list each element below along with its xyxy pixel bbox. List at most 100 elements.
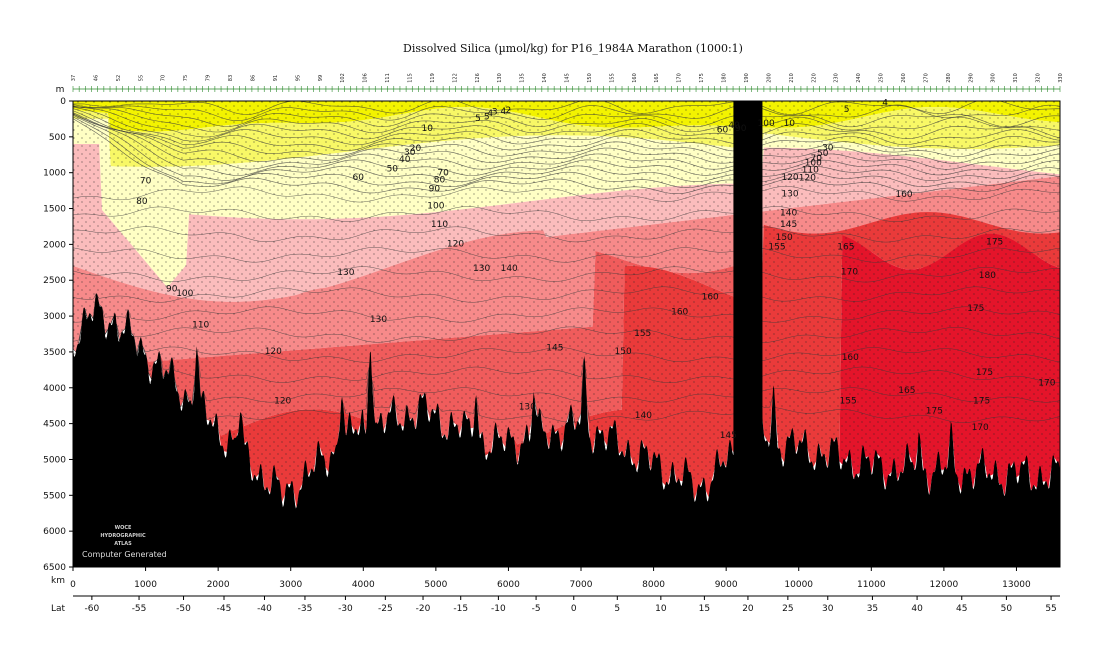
latitude-tick-label-4: -40 <box>257 604 272 614</box>
depth-tick-label-12: 6000 <box>43 527 66 537</box>
contour-label-64: 170 <box>972 423 989 433</box>
contour-label-24: 130 <box>370 315 387 325</box>
contour-line-5 <box>73 106 1060 146</box>
station-number-row: 37 46 52 55 70 75 79 83 86 91 95 99 102 106 111 115 119 1… <box>71 73 1064 83</box>
station-number-42: 310 <box>1013 73 1019 83</box>
contour-label-44: 110 <box>802 166 819 176</box>
contour-label-34: 145 <box>720 431 737 441</box>
depth-tick-label-5: 2500 <box>43 276 66 286</box>
contour-line-12 <box>73 116 1060 188</box>
contour-line-21 <box>73 293 1060 343</box>
contour-label-2: 3 <box>492 108 498 118</box>
contour-line-7 <box>73 110 1060 158</box>
latitude-tick-label-10: -10 <box>491 604 506 614</box>
contour-label-25: 130 <box>473 264 490 274</box>
contour-label-20: 110 <box>192 321 209 331</box>
contour-label-36: 60 <box>717 126 729 136</box>
station-number-44: 330 <box>1058 73 1064 83</box>
station-number-26: 165 <box>654 73 660 83</box>
station-number-4: 70 <box>161 75 167 81</box>
contour-label-19: 100 <box>176 289 193 299</box>
distance-tick-label-7: 7000 <box>570 580 593 590</box>
contour-label-61: 175 <box>926 407 943 417</box>
contour-label-4: 10 <box>421 124 433 134</box>
woce-logo: WOCE HYDROGRAPHIC ATLAS <box>100 525 146 547</box>
depth-tick-label-3: 1500 <box>43 205 66 215</box>
contour-label-53: 170 <box>841 268 858 278</box>
contour-label-27: 145 <box>546 344 563 354</box>
logo-line-3: ATLAS <box>114 541 132 547</box>
contour-line-17 <box>73 247 1060 263</box>
contour-label-11: 80 <box>434 176 446 186</box>
contour-label-16: 70 <box>140 176 152 186</box>
latitude-tick-label-9: -15 <box>453 604 468 614</box>
contour-label-68: 4 <box>487 109 493 119</box>
contour-label-21: 120 <box>265 347 282 357</box>
station-number-38: 270 <box>923 73 929 83</box>
distance-tick-label-9: 9000 <box>715 580 738 590</box>
station-number-35: 240 <box>856 73 862 83</box>
contour-label-14: 110 <box>431 220 448 230</box>
contour-label-45: 120 <box>799 174 816 184</box>
station-number-25: 160 <box>632 73 638 83</box>
contour-label-29: 155 <box>634 329 651 339</box>
station-number-28: 175 <box>699 73 705 83</box>
contour-label-58: 160 <box>842 353 859 363</box>
station-number-37: 260 <box>901 73 907 83</box>
contour-label-48: 140 <box>780 209 797 219</box>
contour-label-7: 40 <box>399 155 411 165</box>
contour-line-18 <box>73 266 1060 283</box>
contour-label-28: 130 <box>519 402 536 412</box>
station-number-16: 119 <box>430 73 436 83</box>
contour-label-56: 180 <box>979 271 996 281</box>
contour-line-10 <box>73 113 1060 176</box>
depth-axis-label: m <box>56 85 65 95</box>
station-number-41: 300 <box>991 73 997 83</box>
contour-label-67: 4 <box>882 98 888 108</box>
station-number-27: 170 <box>677 73 683 83</box>
latitude-tick-label-20: 40 <box>911 604 923 614</box>
contour-label-40: 30 <box>822 144 834 154</box>
station-number-5: 75 <box>183 75 189 81</box>
contour-label-42: 70 <box>810 154 822 164</box>
station-number-3: 55 <box>138 75 144 81</box>
contour-label-0: 2 <box>506 106 512 116</box>
distance-tick-label-4: 4000 <box>352 580 375 590</box>
distance-tick-label-1: 1000 <box>134 580 157 590</box>
station-number-40: 290 <box>968 73 974 83</box>
station-number-14: 111 <box>385 73 391 83</box>
contour-label-30: 150 <box>615 347 632 357</box>
distance-tick-label-0: 0 <box>70 580 76 590</box>
station-number-39: 280 <box>946 73 952 83</box>
distance-tick-label-13: 13000 <box>1002 580 1031 590</box>
contour-line-19 <box>73 286 1060 303</box>
contour-label-26: 140 <box>501 264 518 274</box>
contour-label-10: 70 <box>437 169 449 179</box>
contour-label-37: 90 <box>735 124 747 134</box>
distance-tick-label-3: 3000 <box>279 580 302 590</box>
latitude-tick-label-2: -50 <box>176 604 191 614</box>
distance-axis: km 0 1000 2000 3000 4000 5000 6000 7000 8000 9000 1… <box>51 567 1031 590</box>
station-number-20: 135 <box>520 73 526 83</box>
station-number-9: 91 <box>273 75 279 81</box>
station-number-7: 83 <box>228 75 234 81</box>
latitude-tick-label-21: 45 <box>956 604 967 614</box>
contour-label-65: 170 <box>1038 379 1055 389</box>
station-number-33: 220 <box>811 73 817 83</box>
contour-line-9 <box>73 113 1060 170</box>
contour-label-18: 90 <box>166 285 178 295</box>
contour-label-69: 5 <box>475 114 481 124</box>
depth-tick-label-11: 5500 <box>43 491 66 501</box>
station-number-18: 126 <box>475 73 481 83</box>
contour-line-4 <box>73 106 1060 140</box>
data-gap-band <box>733 101 763 567</box>
latitude-tick-label-5: -35 <box>298 604 313 614</box>
station-number-19: 130 <box>497 73 503 83</box>
contour-label-23: 130 <box>337 268 354 278</box>
depth-tick-label-13: 6500 <box>43 563 66 573</box>
contour-label-47: 130 <box>781 189 798 199</box>
station-number-15: 115 <box>407 73 413 83</box>
latitude-tick-label-7: -25 <box>378 604 393 614</box>
contour-label-62: 175 <box>976 368 993 378</box>
distance-axis-label: km <box>51 576 65 586</box>
